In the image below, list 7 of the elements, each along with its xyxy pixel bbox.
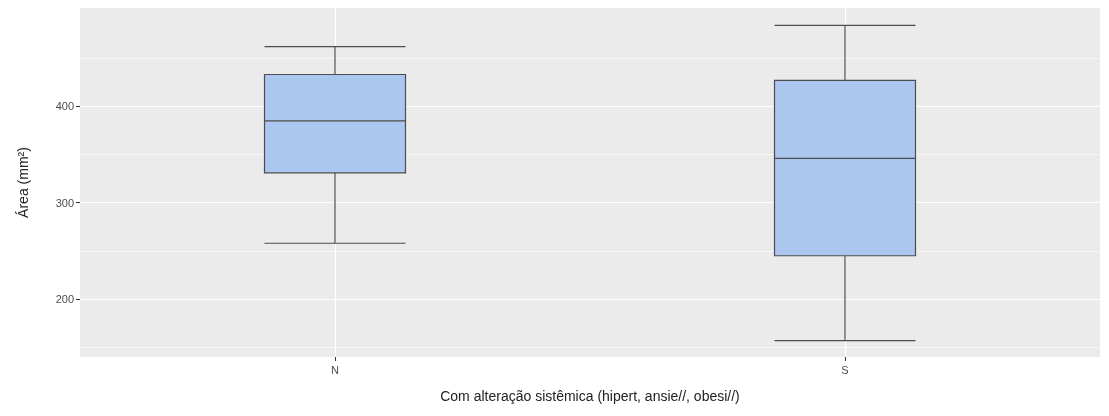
y-tick-label: 200	[55, 293, 74, 306]
x-tick-label: N	[331, 363, 340, 376]
y-tick-label: 300	[55, 196, 74, 209]
y-axis-title: Área (mm²)	[15, 147, 31, 218]
y-tick-label: 400	[55, 100, 74, 113]
x-tick-label: S	[841, 363, 849, 376]
x-axis-title: Com alteração sistêmica (hipert, ansie//, obesi//)	[440, 388, 740, 404]
